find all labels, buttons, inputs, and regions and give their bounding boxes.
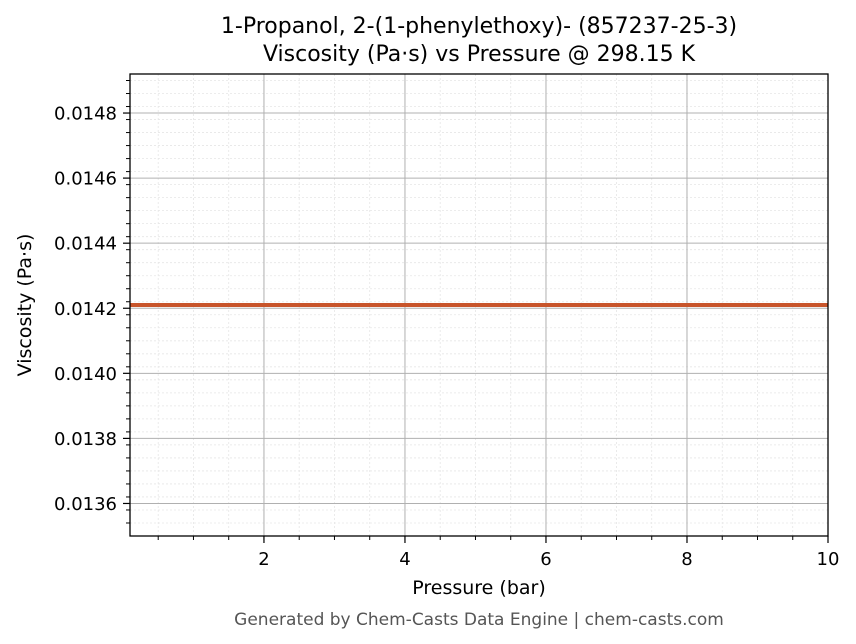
axis-ticks — [123, 80, 829, 543]
x-tick-label: 6 — [540, 549, 551, 570]
x-axis-label: Pressure (bar) — [412, 577, 546, 599]
y-tick-label: 0.0138 — [54, 429, 117, 450]
chart-title-line2: Viscosity (Pa·s) vs Pressure @ 298.15 K — [263, 42, 696, 67]
y-tick-label: 0.0146 — [54, 169, 117, 190]
x-tick-label: 2 — [258, 549, 269, 570]
plot-frame — [129, 73, 829, 537]
chart-title-line1: 1-Propanol, 2-(1-phenylethoxy)- (857237-… — [221, 14, 737, 39]
y-tick-labels: 0.0136 0.0138 0.0140 0.0142 0.0144 0.0146 0.01… — [54, 104, 117, 515]
y-tick-label: 0.0142 — [54, 299, 117, 320]
x-tick-label: 8 — [681, 549, 692, 570]
y-axis-label: Viscosity (Pa·s) — [14, 234, 36, 377]
footer-credit: Generated by Chem-Casts Data Engine | ch… — [234, 610, 724, 630]
x-tick-label: 10 — [817, 549, 840, 570]
x-tick-labels: 2 4 6 8 10 — [258, 549, 839, 570]
y-tick-label: 0.0144 — [54, 234, 117, 255]
x-tick-label: 4 — [399, 549, 410, 570]
y-tick-label: 0.0136 — [54, 494, 117, 515]
y-tick-label: 0.0148 — [54, 104, 117, 125]
y-tick-label: 0.0140 — [54, 364, 117, 385]
